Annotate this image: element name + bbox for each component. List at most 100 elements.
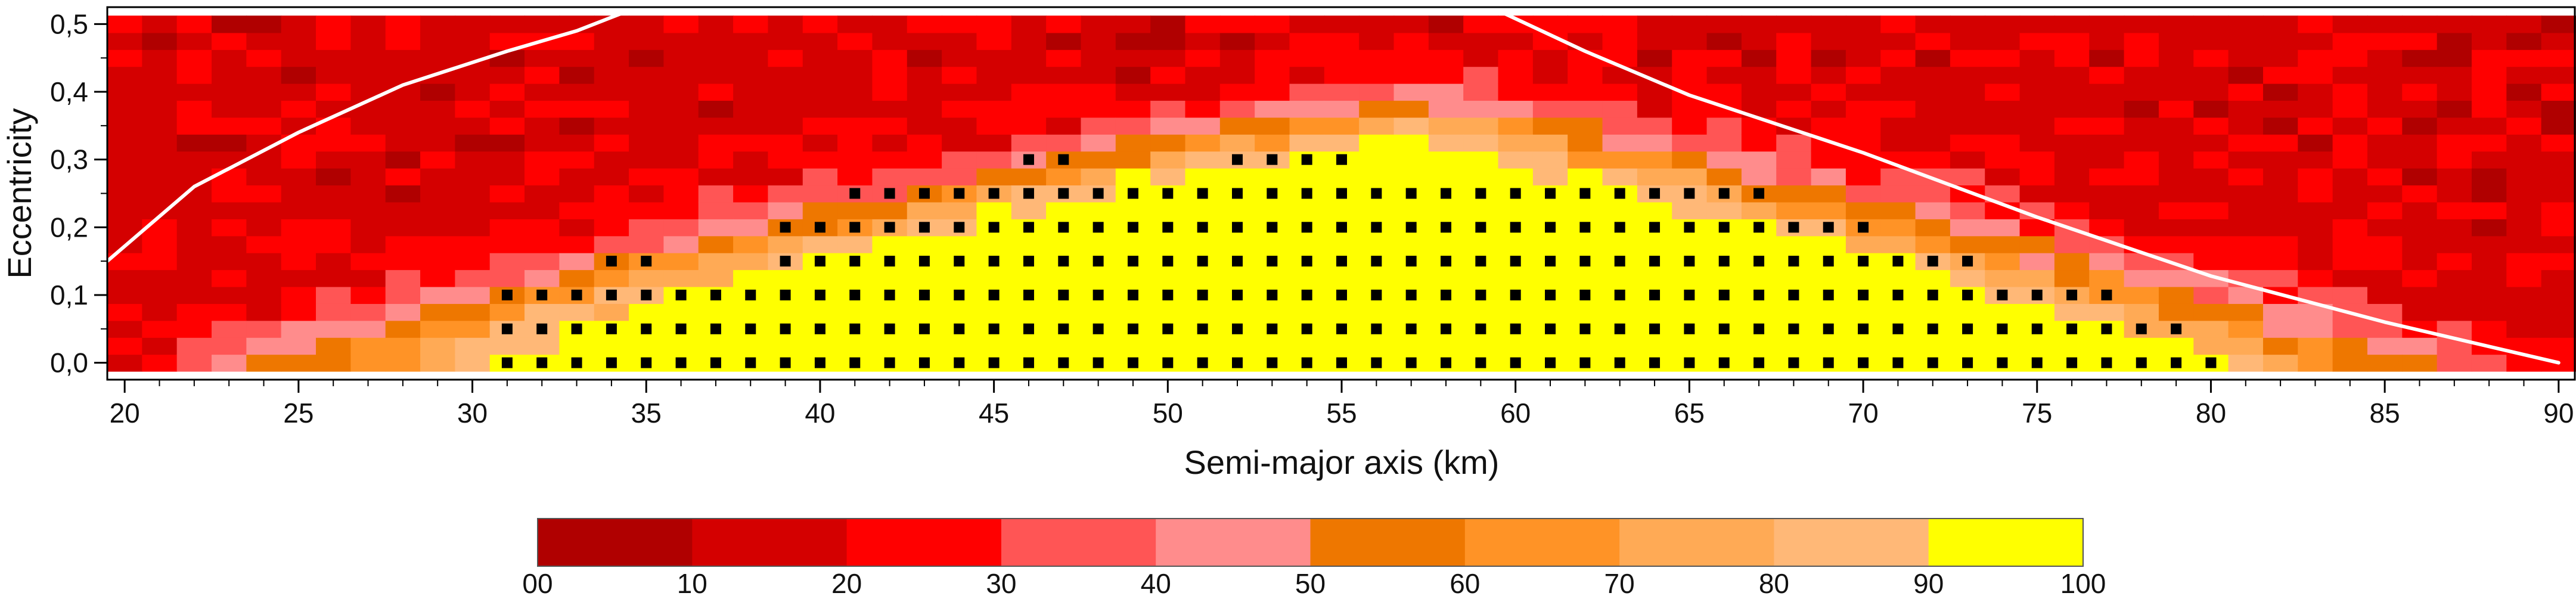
heatmap-cell: [1359, 100, 1395, 118]
heatmap-cell: [802, 49, 838, 67]
heatmap-cell: [316, 269, 352, 287]
heatmap-cell: [1741, 66, 1777, 84]
stable-point: [814, 222, 825, 233]
stable-point: [710, 323, 721, 334]
heatmap-cell: [2193, 167, 2229, 186]
heatmap-cell: [768, 337, 803, 355]
stable-point: [1405, 357, 1417, 368]
heatmap-cell: [420, 49, 456, 67]
heatmap-cell: [2402, 269, 2438, 287]
heatmap-cell: [350, 117, 386, 135]
heatmap-cell: [2262, 151, 2299, 169]
heatmap-cell: [802, 303, 838, 321]
stable-point: [1649, 357, 1661, 368]
heatmap-cell: [1219, 49, 1255, 67]
heatmap-cell: [594, 303, 629, 321]
heatmap-cell: [142, 117, 178, 135]
heatmap-cell: [1428, 201, 1464, 219]
heatmap-cell: [1915, 32, 1951, 50]
heatmap-cell: [524, 201, 560, 219]
heatmap-cell: [2262, 167, 2299, 186]
heatmap-cell: [2054, 134, 2090, 152]
stable-point: [1162, 256, 1174, 267]
colorbar-swatch: [1619, 519, 1774, 566]
heatmap-cell: [2541, 66, 2576, 84]
heatmap-cell: [1950, 201, 1986, 219]
heatmap-cell: [2471, 235, 2507, 253]
heatmap-cell: [2402, 303, 2438, 321]
heatmap-cell: [1219, 269, 1255, 287]
heatmap-cell: [2332, 117, 2368, 135]
heatmap-cell: [1324, 337, 1360, 355]
heatmap-cell: [2541, 235, 2576, 253]
heatmap-cell: [629, 235, 665, 253]
heatmap-cell: [2262, 117, 2299, 135]
heatmap-cell: [2228, 303, 2264, 321]
heatmap-cell: [663, 167, 699, 186]
heatmap-cell: [2262, 185, 2299, 203]
heatmap-cell: [1359, 32, 1395, 50]
heatmap-cell: [1011, 337, 1047, 355]
heatmap-cell: [2541, 117, 2576, 135]
heatmap-cell: [489, 134, 525, 152]
heatmap-cell: [1741, 269, 1777, 287]
heatmap-cell: [2262, 15, 2299, 33]
x-tick-label: 55: [1326, 398, 1357, 429]
heatmap-cell: [2332, 252, 2368, 271]
heatmap-cell: [142, 303, 178, 321]
heatmap-cell: [1289, 49, 1325, 67]
heatmap-cell: [1324, 15, 1360, 33]
heatmap-cell: [2193, 235, 2229, 253]
heatmap-cell: [1811, 201, 1846, 219]
heatmap-cell: [1811, 15, 1846, 33]
heatmap-cell: [1046, 66, 1082, 84]
heatmap-cell: [2402, 201, 2438, 219]
heatmap-cell: [802, 185, 838, 203]
stable-point: [918, 256, 930, 267]
heatmap-cell: [1219, 167, 1255, 186]
heatmap-cell: [942, 134, 977, 152]
heatmap-cell: [2158, 117, 2195, 135]
heatmap-cell: [1255, 100, 1290, 118]
heatmap-cell: [2471, 303, 2507, 321]
heatmap-cell: [176, 320, 212, 338]
x-tick-label: 35: [631, 398, 662, 429]
heatmap-cell: [246, 354, 282, 372]
heatmap-cell: [2158, 337, 2195, 355]
stable-point: [849, 222, 861, 233]
heatmap-cell: [1845, 117, 1882, 135]
heatmap-cell: [350, 252, 386, 271]
stable-point: [606, 357, 617, 368]
heatmap-cell: [420, 185, 456, 203]
heatmap-cell: [698, 100, 734, 118]
heatmap-cell: [2089, 83, 2125, 101]
heatmap-cell: [1568, 337, 1603, 355]
heatmap-cell: [1568, 117, 1603, 135]
heatmap-cell: [1532, 83, 1568, 101]
heatmap-cell: [2402, 83, 2438, 101]
heatmap-cell: [1255, 235, 1290, 253]
heatmap-cell: [246, 49, 282, 67]
stable-point: [1753, 222, 1765, 233]
stable-point: [1093, 256, 1104, 267]
heatmap-cell: [385, 185, 421, 203]
heatmap-cell: [455, 117, 491, 135]
heatmap-cell: [107, 100, 143, 118]
heatmap-cell: [1602, 100, 1638, 118]
heatmap-cell: [176, 32, 212, 50]
heatmap-cell: [2054, 185, 2090, 203]
stable-point: [988, 256, 1000, 267]
heatmap-cell: [1011, 134, 1047, 152]
heatmap-cell: [2124, 134, 2159, 152]
heatmap-cell: [1880, 66, 1916, 84]
heatmap-cell: [942, 167, 977, 186]
heatmap-cell: [2332, 151, 2368, 169]
stable-point: [710, 357, 721, 368]
heatmap-cell: [2158, 235, 2195, 253]
heatmap-cell: [2541, 185, 2576, 203]
stable-point: [1197, 222, 1208, 233]
heatmap-cell: [2506, 219, 2542, 237]
heatmap-cell: [316, 185, 352, 203]
heatmap-cell: [1255, 201, 1290, 219]
heatmap-cell: [1672, 134, 1708, 152]
